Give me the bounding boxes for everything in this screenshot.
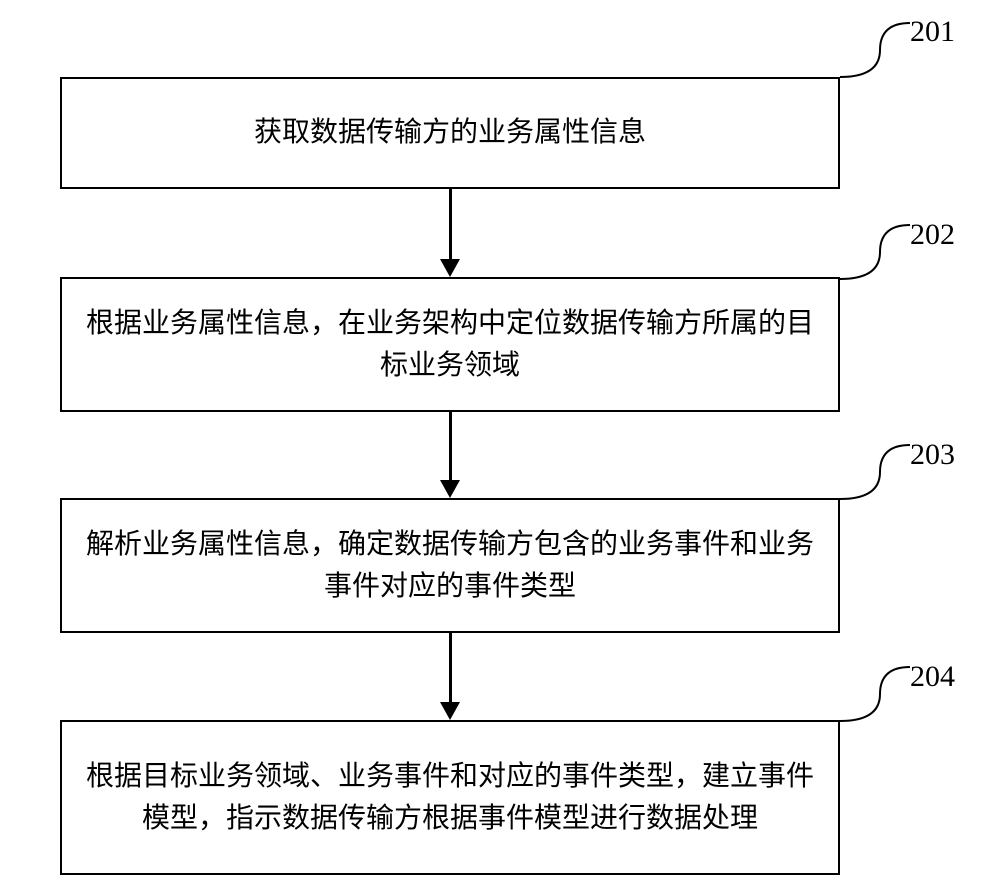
arrow-202-203 [449, 412, 452, 482]
step-box-204: 根据目标业务领域、业务事件和对应的事件类型，建立事件模型，指示数据传输方根据事件… [60, 720, 840, 875]
step-label-203: 203 [910, 438, 955, 472]
brace-203 [840, 442, 910, 502]
step-text-204: 根据目标业务领域、业务事件和对应的事件类型，建立事件模型，指示数据传输方根据事件… [82, 756, 818, 840]
arrow-head-203-204 [440, 702, 460, 720]
step-text-201: 获取数据传输方的业务属性信息 [254, 112, 646, 154]
step-label-text-204: 204 [910, 660, 955, 693]
arrow-201-202 [449, 189, 452, 261]
step-box-202: 根据业务属性信息，在业务架构中定位数据传输方所属的目标业务领域 [60, 277, 840, 412]
arrow-head-201-202 [440, 259, 460, 277]
step-label-text-201: 201 [910, 15, 955, 48]
step-text-202: 根据业务属性信息，在业务架构中定位数据传输方所属的目标业务领域 [82, 303, 818, 387]
step-text-203: 解析业务属性信息，确定数据传输方包含的业务事件和业务事件对应的事件类型 [82, 524, 818, 608]
arrow-head-202-203 [440, 480, 460, 498]
brace-202 [840, 222, 910, 282]
step-label-text-203: 203 [910, 438, 955, 471]
step-box-201: 获取数据传输方的业务属性信息 [60, 77, 840, 189]
flowchart-canvas: 获取数据传输方的业务属性信息 201 根据业务属性信息，在业务架构中定位数据传输… [0, 0, 1000, 886]
step-box-203: 解析业务属性信息，确定数据传输方包含的业务事件和业务事件对应的事件类型 [60, 498, 840, 633]
arrow-203-204 [449, 633, 452, 704]
step-label-text-202: 202 [910, 218, 955, 251]
brace-204 [840, 664, 910, 724]
step-label-202: 202 [910, 218, 955, 252]
brace-201 [840, 20, 910, 80]
step-label-204: 204 [910, 660, 955, 694]
step-label-201: 201 [910, 15, 955, 49]
